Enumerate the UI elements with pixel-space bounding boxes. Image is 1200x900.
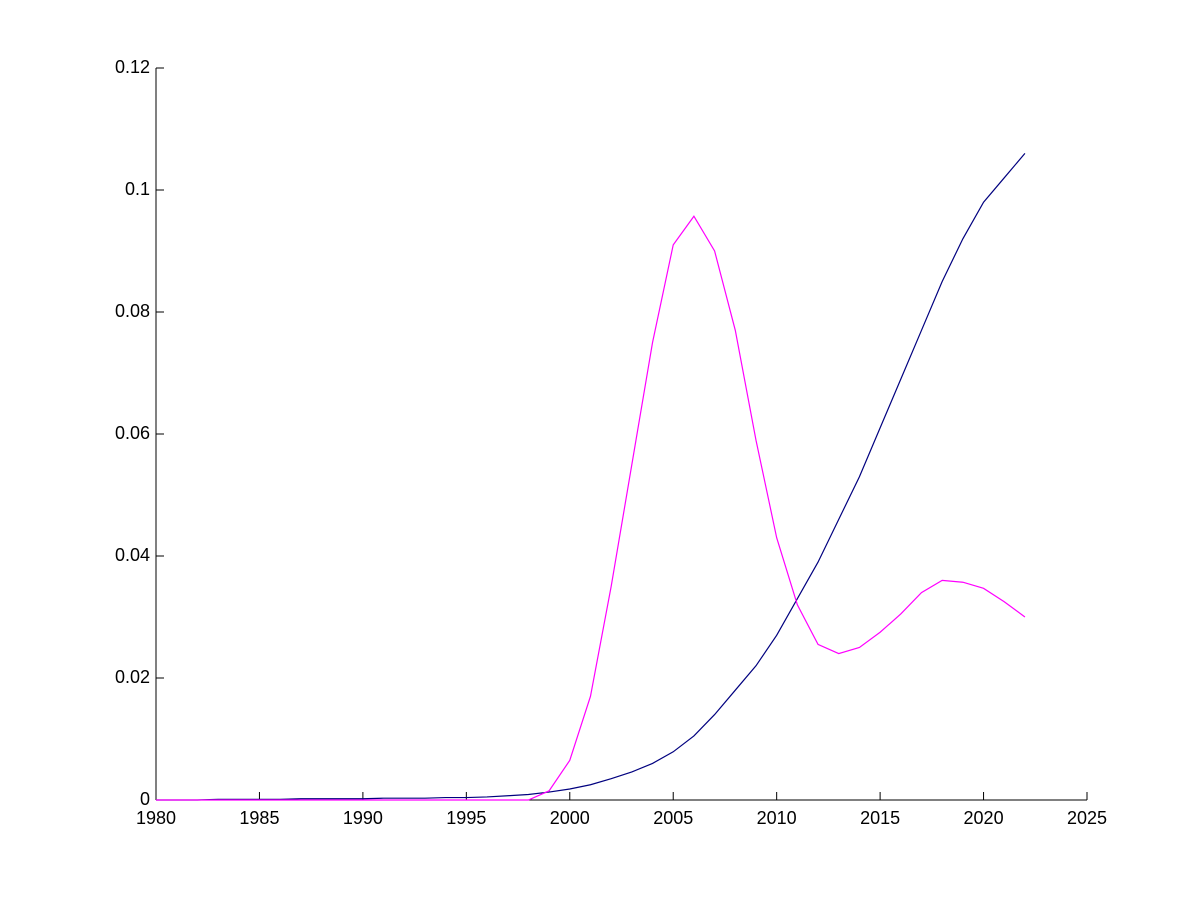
line <box>156 215 1026 801</box>
y-tick-label: 0.06 <box>115 423 150 443</box>
y-tick-label: 0.12 <box>115 57 150 77</box>
line <box>156 153 1026 801</box>
y-tick-label: 0.04 <box>115 545 150 565</box>
x-tick-label: 1985 <box>239 808 279 828</box>
x-tick-label: 2010 <box>757 808 797 828</box>
x-tick-label: 2005 <box>653 808 693 828</box>
y-tick-label: 0.08 <box>115 301 150 321</box>
x-tick-label: 1990 <box>343 808 383 828</box>
y-tick-label: 0 <box>140 789 150 809</box>
x-tick-label: 2015 <box>860 808 900 828</box>
x-tick-label: 1980 <box>136 808 176 828</box>
x-tick-label: 2025 <box>1067 808 1107 828</box>
x-tick-label: 2000 <box>550 808 590 828</box>
x-tick-label: 2020 <box>964 808 1004 828</box>
y-tick-label: 0.02 <box>115 667 150 687</box>
x-tick-label: 1995 <box>446 808 486 828</box>
y-tick-label: 0.1 <box>125 179 150 199</box>
